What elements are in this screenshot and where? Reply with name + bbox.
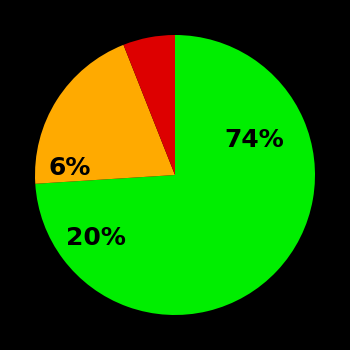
Wedge shape (35, 45, 175, 184)
Wedge shape (35, 35, 315, 315)
Text: 20%: 20% (66, 226, 126, 250)
Text: 74%: 74% (224, 128, 284, 152)
Wedge shape (124, 35, 175, 175)
Text: 6%: 6% (49, 156, 91, 180)
